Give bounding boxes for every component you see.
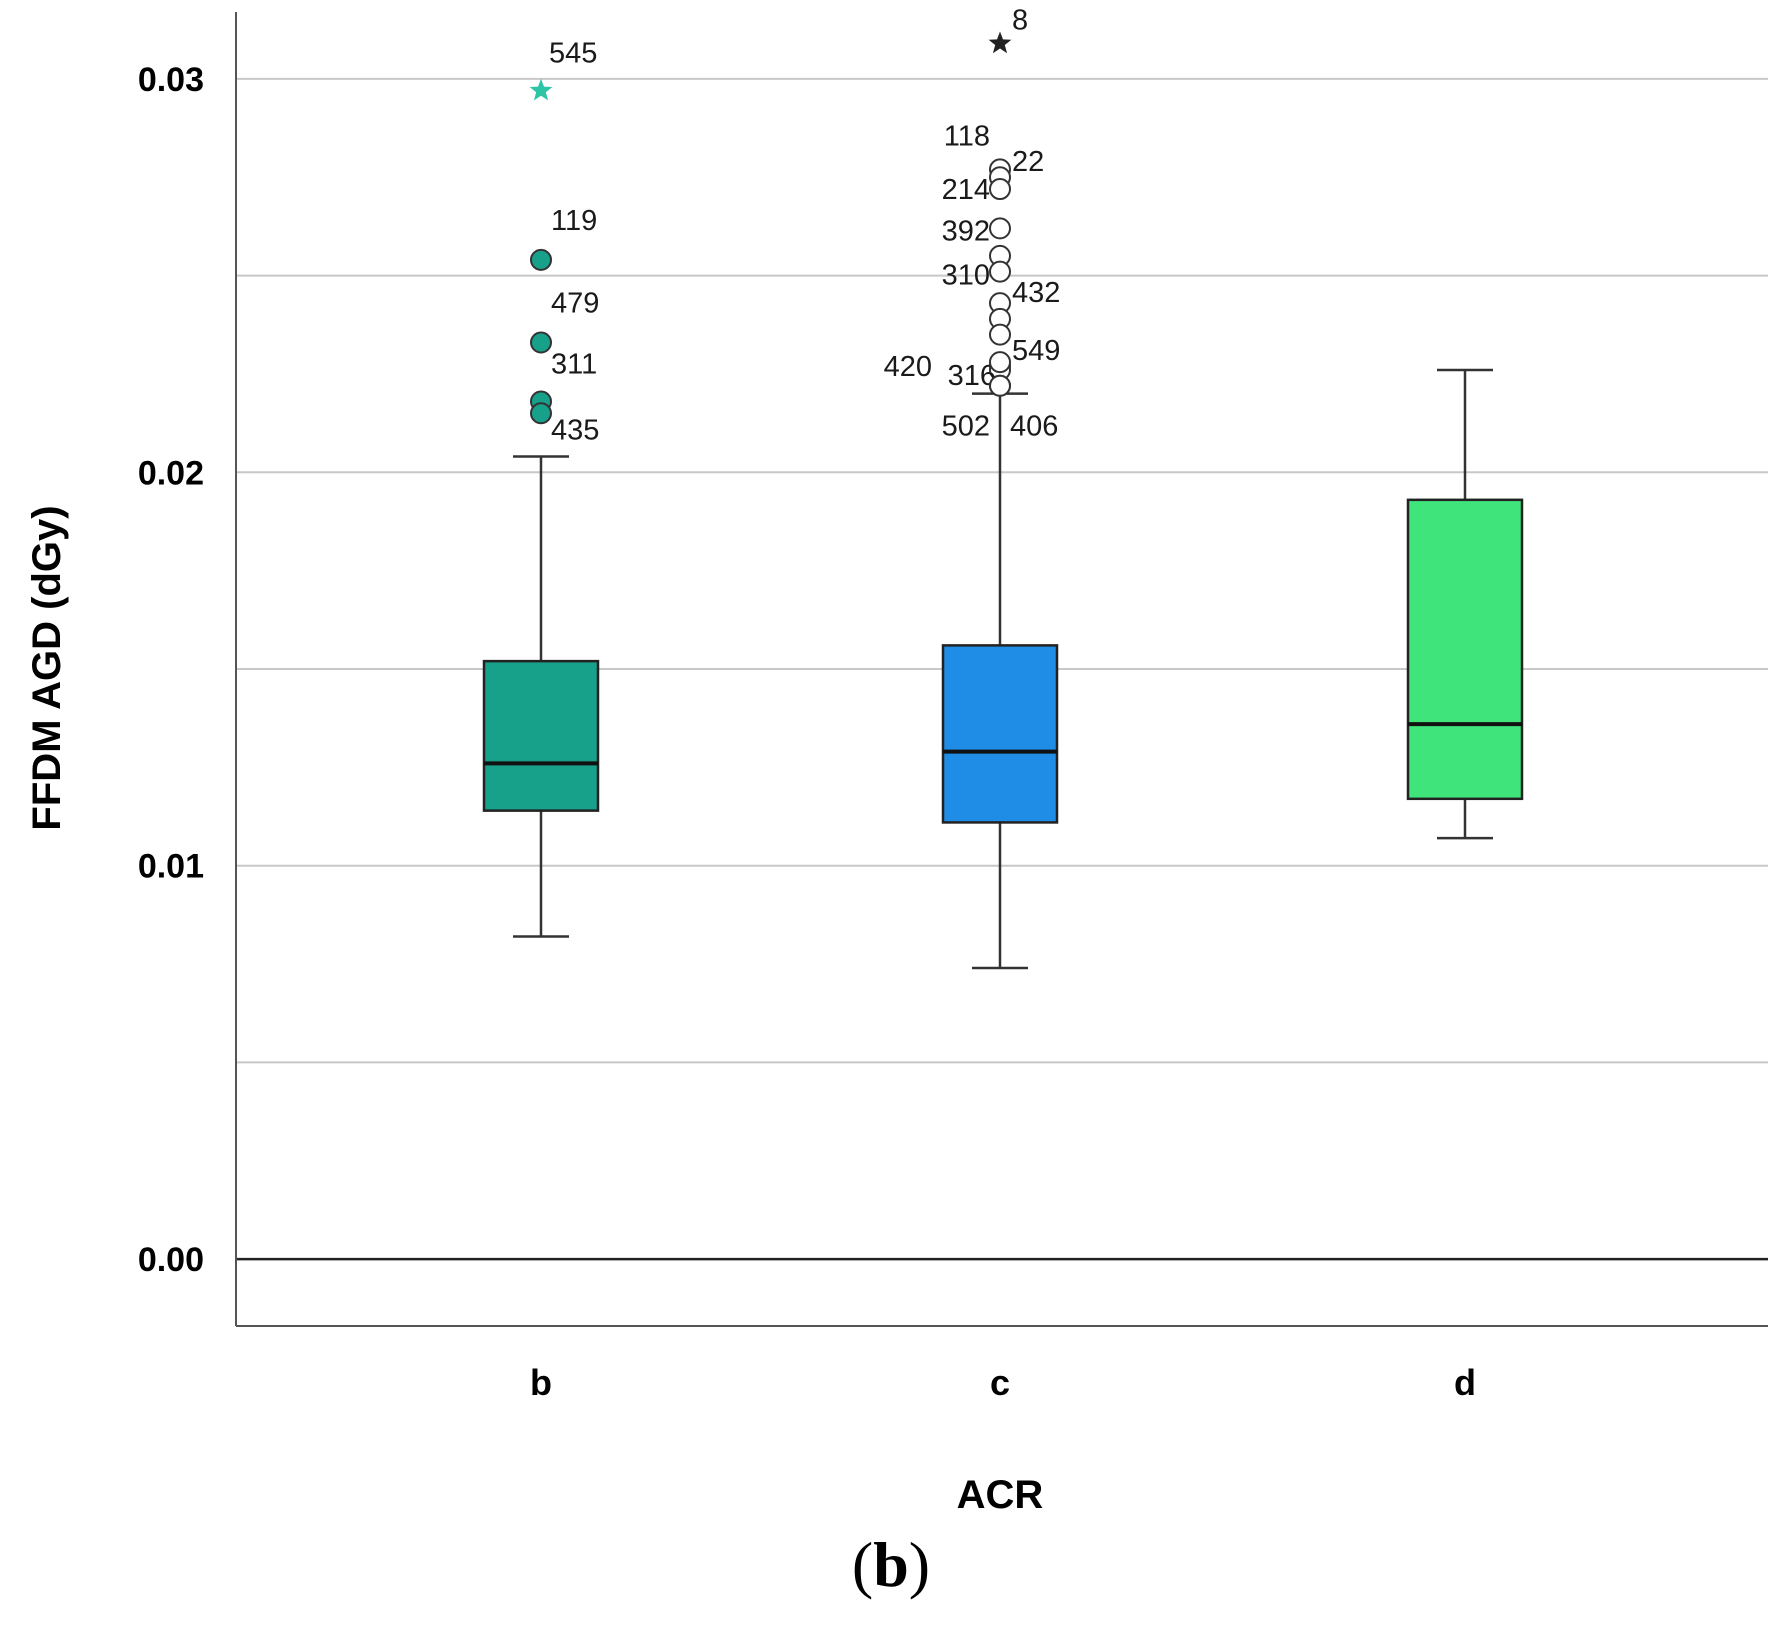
outlier-label: 432 bbox=[1012, 277, 1060, 309]
outlier-label: 310 bbox=[942, 260, 990, 292]
outlier-label: 420 bbox=[884, 351, 932, 383]
box-group-b: 119 479 311 435 545 bbox=[482, 38, 600, 938]
outlier-marker bbox=[530, 248, 552, 271]
caption-open: ( bbox=[851, 1529, 874, 1600]
boxes: 119 479 311 435 545 118 22 214 392 310 432 420 316 54… bbox=[482, 4, 1524, 970]
y-tick-label: 0.02 bbox=[138, 454, 204, 492]
outlier-marker bbox=[989, 351, 1011, 374]
outlier-marker bbox=[530, 402, 552, 425]
iqr-box bbox=[482, 659, 600, 812]
outlier-label: 502 bbox=[942, 411, 990, 443]
outlier-label: 549 bbox=[1012, 335, 1060, 367]
y-tick-labels: 0.00 0.01 0.02 0.03 bbox=[138, 61, 204, 1279]
y-tick-label: 0.01 bbox=[138, 848, 204, 886]
x-tick-labels: b c d bbox=[530, 1362, 1476, 1403]
extreme-star-marker bbox=[988, 31, 1012, 54]
y-axis-title: FFDM AGD (dGy) bbox=[25, 505, 69, 830]
extreme-star-marker bbox=[529, 78, 553, 101]
outlier-label: 479 bbox=[551, 287, 599, 319]
outlier-label: 311 bbox=[551, 348, 597, 380]
caption-letter: b bbox=[873, 1529, 909, 1600]
axes bbox=[235, 12, 1768, 1327]
y-tick-label: 0.00 bbox=[138, 1241, 204, 1279]
iqr-box bbox=[1406, 498, 1524, 801]
outlier-label: 316 bbox=[948, 360, 996, 392]
outlier-label: 392 bbox=[942, 215, 990, 247]
outlier-label: 435 bbox=[551, 414, 599, 446]
caption-close: ) bbox=[908, 1529, 931, 1600]
box-group-d bbox=[1406, 368, 1524, 840]
x-tick-label: b bbox=[530, 1362, 552, 1403]
outlier-marker bbox=[989, 323, 1011, 346]
iqr-box bbox=[941, 644, 1059, 824]
y-tick-label: 0.03 bbox=[138, 61, 204, 99]
outlier-marker bbox=[989, 178, 1011, 201]
outlier-marker bbox=[989, 374, 1011, 397]
figure-caption: (b) bbox=[0, 1528, 1782, 1602]
outlier-marker bbox=[530, 331, 552, 354]
outlier-label: 406 bbox=[1010, 411, 1058, 443]
x-axis-title: ACR bbox=[957, 1473, 1044, 1517]
outlier-label: 22 bbox=[1012, 146, 1044, 178]
outlier-label: 118 bbox=[944, 120, 990, 152]
outlier-label: 214 bbox=[942, 174, 990, 206]
box-group-c: 118 22 214 392 310 432 420 316 549 502 406 8 bbox=[884, 4, 1060, 970]
x-tick-label: c bbox=[990, 1362, 1010, 1403]
extreme-label: 8 bbox=[1012, 4, 1028, 36]
outlier-label: 119 bbox=[551, 205, 597, 237]
outlier-marker bbox=[989, 260, 1011, 283]
outlier-marker bbox=[989, 217, 1011, 240]
x-tick-label: d bbox=[1454, 1362, 1476, 1403]
extreme-label: 545 bbox=[549, 38, 597, 70]
